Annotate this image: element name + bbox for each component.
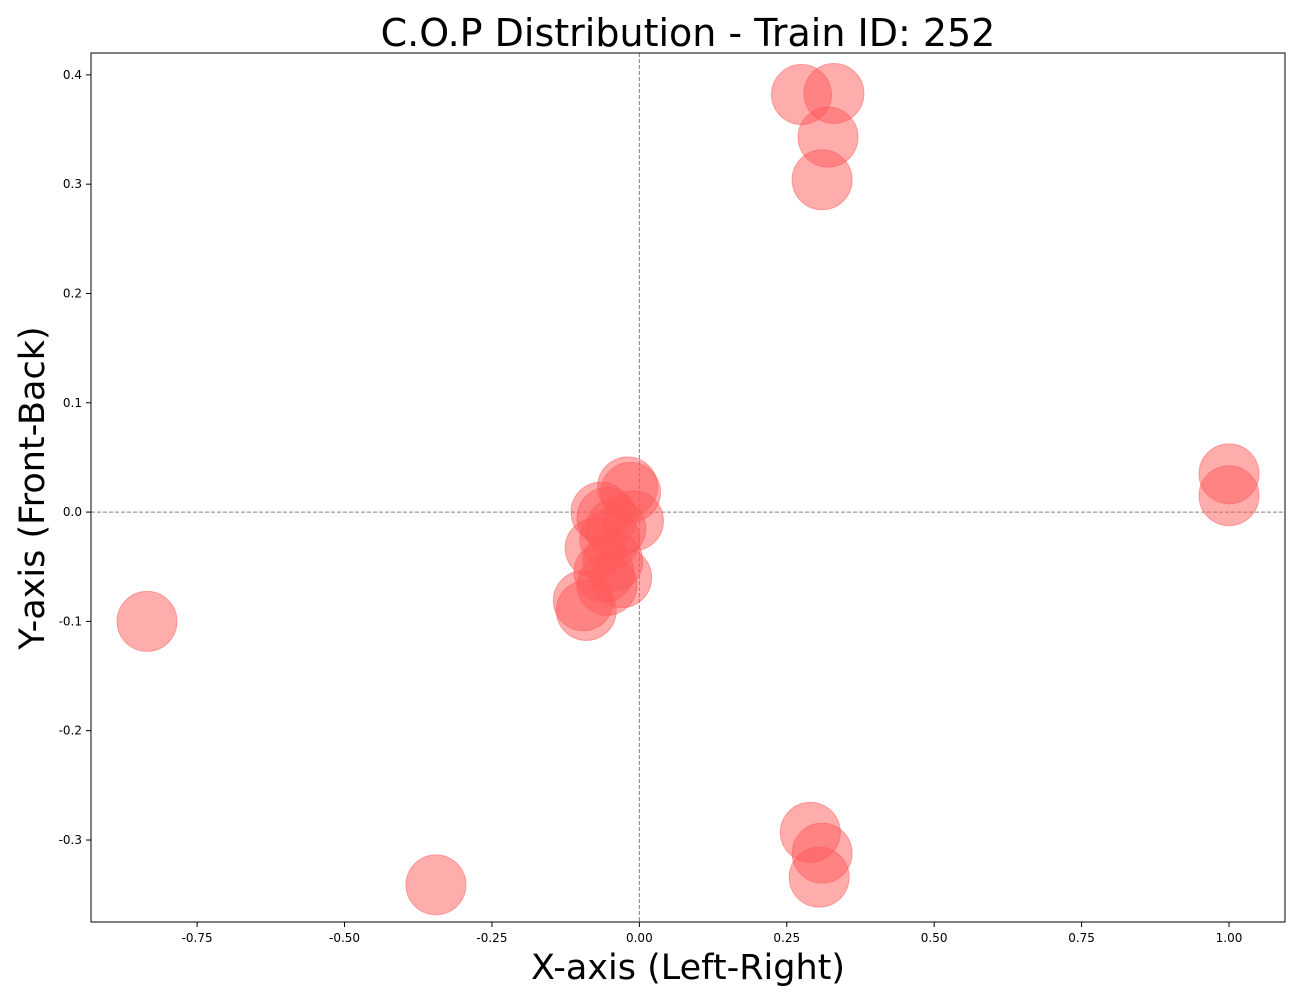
data-point bbox=[405, 854, 467, 916]
y-tick-label: 0.2 bbox=[63, 286, 82, 300]
x-tick-label: 0.50 bbox=[921, 931, 948, 945]
y-axis-ticks: -0.3 -0.2 -0.1 0.0 0.1 0.2 0.3 0.4 bbox=[59, 68, 91, 847]
y-tick-label: 0.0 bbox=[63, 505, 82, 519]
y-tick-label: -0.3 bbox=[59, 833, 82, 847]
data-points bbox=[116, 62, 1260, 916]
y-tick-label: -0.2 bbox=[59, 724, 82, 738]
data-point bbox=[791, 149, 853, 211]
x-tick-label: -0.50 bbox=[329, 931, 360, 945]
data-point bbox=[555, 579, 617, 641]
y-tick-label: 0.3 bbox=[63, 177, 82, 191]
data-point bbox=[116, 590, 178, 652]
y-tick-label: -0.1 bbox=[59, 614, 82, 628]
data-point bbox=[1198, 465, 1260, 527]
x-tick-label: -0.25 bbox=[476, 931, 507, 945]
x-axis-ticks: -0.75 -0.50 -0.25 0.00 0.25 0.50 0.75 1.00 bbox=[182, 922, 1243, 945]
plot-frame bbox=[90, 52, 1286, 923]
x-tick-label: 0.25 bbox=[773, 931, 800, 945]
x-tick-label: 0.75 bbox=[1068, 931, 1095, 945]
y-tick-label: 0.1 bbox=[63, 396, 82, 410]
y-tick-label: 0.4 bbox=[63, 68, 82, 82]
x-tick-label: 1.00 bbox=[1216, 931, 1243, 945]
x-tick-label: -0.75 bbox=[182, 931, 213, 945]
x-tick-label: 0.00 bbox=[626, 931, 653, 945]
data-point bbox=[788, 846, 850, 908]
plot-area bbox=[91, 53, 1285, 922]
chart-title: C.O.P Distribution - Train ID: 252 bbox=[381, 11, 996, 55]
y-axis-label: Y-axis (Front-Back) bbox=[13, 326, 53, 650]
x-axis-label: X-axis (Left-Right) bbox=[531, 948, 845, 988]
